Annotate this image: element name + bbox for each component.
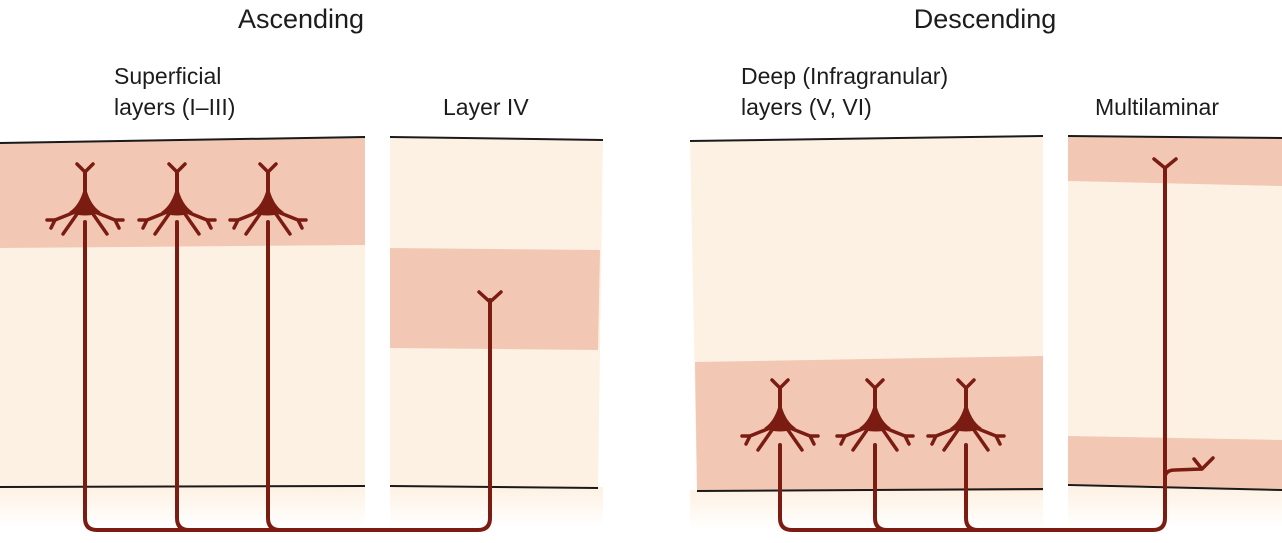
deep-panel	[689, 135, 1044, 530]
ascending-axon-2	[175, 220, 191, 532]
superficial-fade	[0, 487, 365, 527]
superficial-label-line2: layers (I–III)	[114, 94, 235, 120]
deep-fade	[690, 490, 1043, 530]
descending-axons	[778, 157, 1215, 532]
superficial-label-line1: Superficial	[114, 63, 221, 89]
multilaminar-column	[1068, 136, 1282, 489]
multilaminar-label: Multilaminar	[1095, 94, 1219, 120]
multilaminar-lower-terminal	[1163, 456, 1215, 480]
deep-pial-boundary	[689, 135, 1044, 142]
deep-label-line1: Deep (Infragranular)	[741, 63, 948, 89]
ascending-title: Ascending	[238, 4, 364, 34]
deep-label-line2: layers (V, VI)	[741, 94, 872, 120]
multilaminar-lower-band	[1068, 436, 1282, 489]
superficial-pial-boundary	[0, 136, 366, 144]
layer4-label: Layer IV	[443, 94, 529, 120]
layer4-pial-boundary	[389, 136, 604, 141]
descending-axon-3	[964, 443, 980, 532]
descending-title: Descending	[914, 4, 1057, 34]
multilaminar-upper-terminal	[1152, 157, 1178, 170]
superficial-layer-band	[0, 137, 365, 248]
ascending-axon-3	[266, 220, 282, 532]
multilaminar-fade	[1068, 487, 1282, 527]
descending-axon-2	[873, 443, 889, 532]
superficial-white-matter-boundary	[0, 485, 366, 488]
layer4-white-matter-boundary	[389, 485, 599, 489]
layer4-panel	[389, 136, 604, 527]
multilaminar-white-matter-boundary	[1067, 484, 1282, 491]
ascending-axons	[83, 220, 503, 532]
deep-white-matter-boundary	[696, 488, 1044, 492]
layer4-fade	[390, 487, 603, 527]
superficial-panel	[0, 136, 366, 527]
layer4-axon-terminal	[477, 290, 503, 304]
ascending-axon-1	[83, 220, 492, 532]
multilaminar-pial-boundary	[1067, 135, 1282, 139]
